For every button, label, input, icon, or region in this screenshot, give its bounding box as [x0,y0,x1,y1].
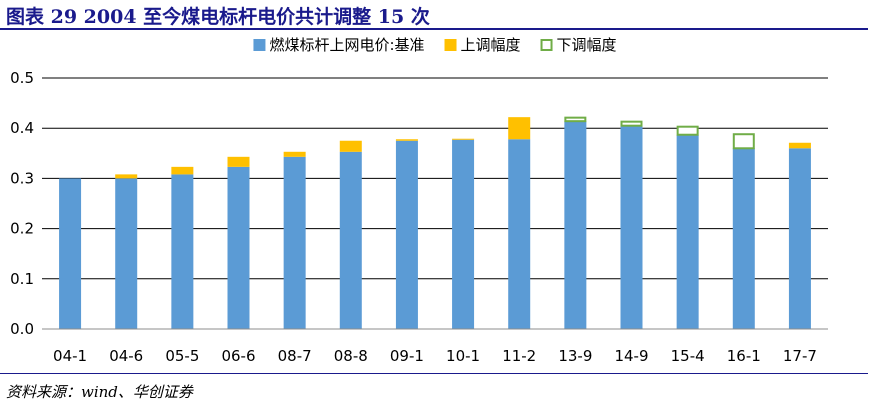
bar-decrease [676,125,699,136]
source-divider [0,373,868,374]
bar-base [283,156,306,329]
bar-base [395,140,418,329]
legend-label: 上调幅度 [461,36,521,54]
bar-base [452,139,475,329]
y-tick-label: 0.2 [10,220,34,238]
grid-lines [42,77,828,280]
x-tick-label: 14-9 [614,347,648,365]
x-tick-label: 11-2 [502,347,536,365]
figure-source: 资料来源：wind、华创证券 [6,383,193,401]
bar-increase [227,156,250,167]
x-tick-label: 04-1 [53,347,87,365]
figure-header: 图表 29 2004 至今煤电标杆电价共计调整 15 次 [0,0,872,30]
y-tick-label: 0.1 [10,270,34,288]
bar-base [620,125,643,329]
legend-label: 燃煤标杆上网电价:基准 [269,36,424,54]
legend-swatch [253,39,266,51]
bar-decrease [732,133,755,150]
bar-increase [171,166,194,175]
bar-base [227,166,250,329]
bar-base [339,151,362,329]
x-tick-label: 04-6 [109,347,143,365]
bar-base [564,121,587,329]
bars [59,116,811,329]
bar-base [788,148,811,329]
bar-base [59,178,82,329]
bar-increase [452,138,475,140]
title-underline [0,28,868,30]
legend-label: 下调幅度 [557,36,617,54]
legend-swatch [540,39,553,51]
x-tick-label: 09-1 [390,347,424,365]
bar-base [508,139,531,329]
bar-base [676,134,699,329]
bar-increase [395,139,418,141]
x-tick-label: 08-8 [334,347,368,365]
bar-chart: 燃煤标杆上网电价:基准 上调幅度 下调幅度 0.0 0.1 0.2 0.3 0.4 0.5 0… [10,36,828,365]
y-tick-label: 0.4 [10,119,34,137]
bar-base [732,148,755,329]
bar-increase [283,151,306,157]
bar-base [171,174,194,329]
x-tick-label: 15-4 [671,347,705,365]
figure-title: 图表 29 2004 至今煤电标杆电价共计调整 15 次 [6,6,430,28]
y-tick-label: 0.5 [10,69,34,87]
bar-increase [339,140,362,152]
bar-increase [115,174,138,179]
x-tick-label: 06-6 [221,347,255,365]
x-tick-label: 17-7 [783,347,817,365]
y-tick-label: 0.3 [10,169,34,187]
y-tick-label: 0.0 [10,320,34,338]
x-tick-label: 16-1 [727,347,761,365]
legend-swatch [444,39,457,51]
x-tick-label: 13-9 [558,347,592,365]
x-tick-label: 05-5 [165,347,199,365]
bar-increase [788,142,811,149]
x-tick-label: 10-1 [446,347,480,365]
bar-increase [508,117,531,140]
bar-base [115,178,138,329]
x-axis: 04-1 04-6 05-5 06-6 08-7 08-8 09-1 10-1 11-2 13-9… [42,328,828,365]
chart-legend: 燃煤标杆上网电价:基准 上调幅度 下调幅度 [253,36,617,54]
x-tick-label: 08-7 [278,347,312,365]
bar-decrease [620,120,643,127]
bar-decrease [564,116,587,123]
y-axis: 0.0 0.1 0.2 0.3 0.4 0.5 [10,69,34,338]
